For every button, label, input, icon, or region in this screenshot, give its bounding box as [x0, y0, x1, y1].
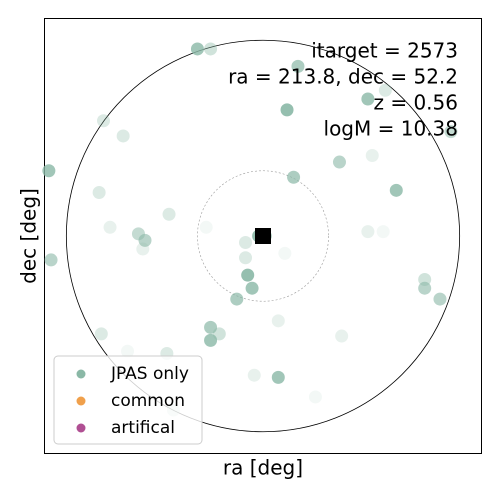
point [162, 207, 176, 221]
point [287, 170, 301, 184]
radius-circle [197, 170, 329, 302]
legend-marker [76, 423, 86, 433]
point [230, 292, 244, 306]
point [376, 225, 390, 239]
point [42, 164, 56, 178]
point [94, 327, 108, 341]
point [335, 329, 349, 343]
legend-marker [76, 396, 86, 406]
point [332, 155, 346, 169]
point [241, 268, 255, 282]
radius-circle [65, 39, 461, 433]
annotation: z = 0.56 [373, 91, 458, 115]
point [103, 220, 117, 234]
point [199, 220, 213, 234]
x-axis-label: ra [deg] [223, 456, 303, 480]
y-axis-label: dec [deg] [17, 188, 41, 284]
point [245, 281, 259, 295]
point [121, 344, 135, 358]
point [308, 390, 322, 404]
point [280, 103, 294, 117]
plot-frame [44, 18, 482, 454]
point [271, 370, 285, 384]
point [204, 333, 218, 347]
point [96, 114, 110, 128]
legend-box [53, 355, 203, 445]
annotation: itarget = 2573 [311, 39, 458, 63]
point [365, 149, 379, 163]
point [190, 42, 204, 56]
point [116, 129, 130, 143]
point [361, 92, 375, 106]
point [239, 236, 253, 250]
point [247, 368, 261, 382]
legend-label: common [111, 391, 185, 411]
annotation: logM = 10.38 [324, 117, 458, 141]
legend-label: artifical [111, 418, 175, 438]
point [433, 292, 447, 306]
target-marker [255, 228, 271, 244]
point [444, 125, 458, 139]
point [291, 59, 305, 73]
point [204, 42, 218, 56]
point [204, 320, 218, 334]
point [361, 225, 375, 239]
point [389, 183, 403, 197]
point [378, 83, 392, 97]
point [44, 253, 58, 267]
point [136, 242, 150, 256]
point [271, 314, 285, 328]
legend-marker [76, 369, 86, 379]
point [239, 251, 253, 265]
legend-label: JPAS only [110, 364, 189, 384]
point [418, 281, 432, 295]
annotation: ra = 213.8, dec = 52.2 [228, 65, 458, 89]
point [92, 186, 106, 199]
point [278, 246, 292, 260]
point [138, 233, 152, 247]
